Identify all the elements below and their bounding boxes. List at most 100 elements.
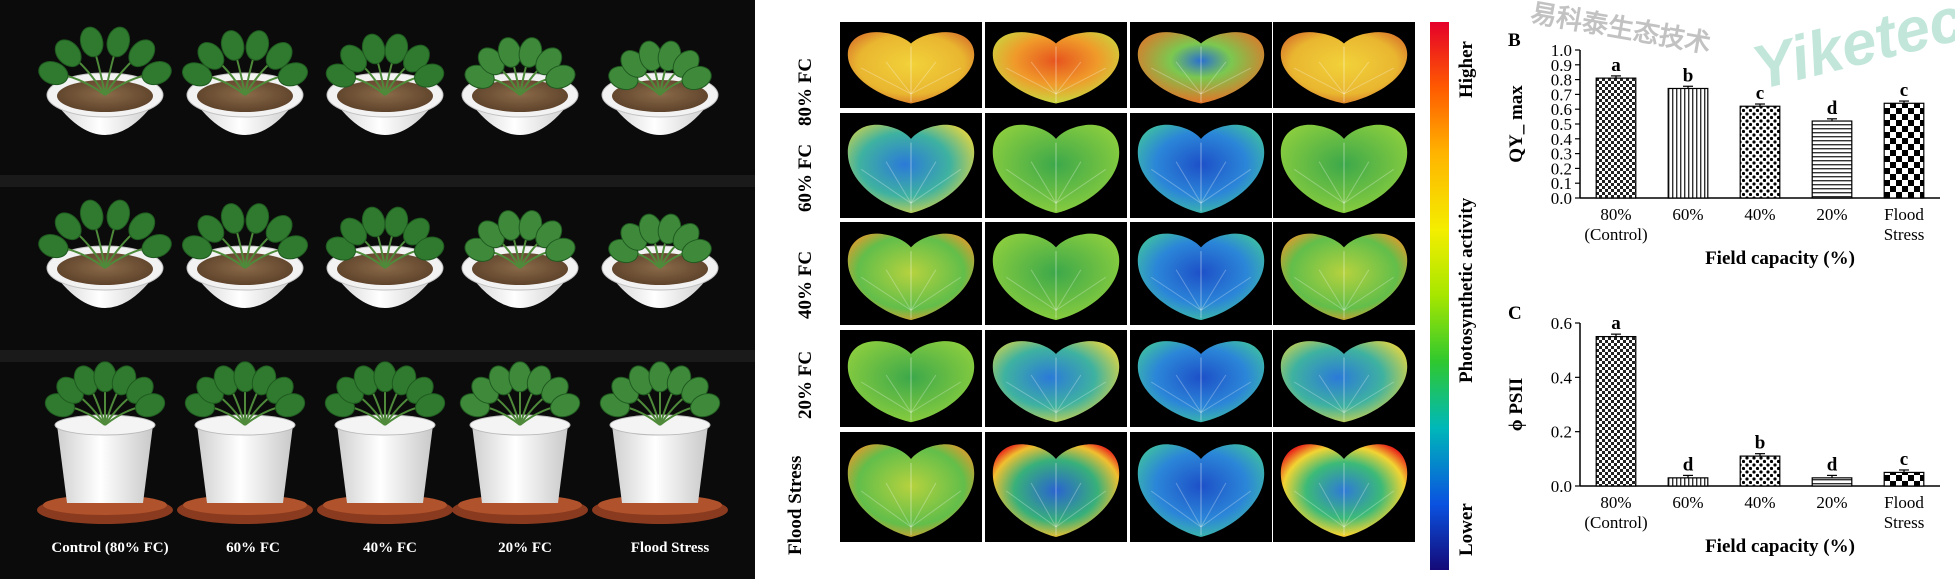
significance-letter: c bbox=[1756, 83, 1764, 104]
significance-letter: b bbox=[1683, 65, 1694, 86]
row-label-flood: Flood Stress bbox=[785, 455, 806, 555]
leaf-image bbox=[985, 222, 1127, 325]
pot-label-flood: Flood Stress bbox=[630, 540, 710, 556]
pot-label-20: 20% FC bbox=[498, 540, 552, 556]
leaf-image bbox=[1130, 432, 1272, 542]
pot-label-60: 60% FC bbox=[226, 540, 280, 556]
pot-plant bbox=[177, 361, 313, 524]
x-tick-label: (Control) bbox=[1584, 513, 1647, 532]
pot-plant bbox=[325, 33, 445, 135]
y-tick-label: 0.4 bbox=[1551, 368, 1573, 387]
significance-letter: c bbox=[1900, 80, 1908, 101]
pot-plant bbox=[592, 361, 728, 524]
col-label-qymax: QY_max bbox=[871, 540, 945, 561]
bar bbox=[1595, 77, 1637, 199]
y-tick-label: 0.6 bbox=[1551, 314, 1572, 333]
pot-plant bbox=[601, 213, 719, 308]
panel-label: C bbox=[1508, 303, 1522, 324]
y-axis-label: QY_ max bbox=[1506, 85, 1527, 163]
x-tick-label: 60% bbox=[1672, 205, 1703, 224]
leaf-image bbox=[840, 330, 982, 427]
colorbar bbox=[1430, 22, 1449, 570]
y-tick-label: 0.2 bbox=[1551, 423, 1572, 442]
y-tick-label: 0.2 bbox=[1551, 159, 1572, 178]
pot-plant bbox=[317, 361, 453, 524]
x-tick-label: 60% bbox=[1672, 493, 1703, 512]
leaf-image bbox=[1273, 22, 1415, 108]
pot-plant bbox=[452, 361, 588, 524]
leaf-image bbox=[1130, 330, 1272, 427]
x-tick-label: (Control) bbox=[1584, 225, 1647, 244]
x-tick-label: 80% bbox=[1600, 493, 1631, 512]
colorbar-title: Photosynthetic activity bbox=[1456, 197, 1477, 383]
leaf-image bbox=[985, 113, 1127, 218]
row-label-60: 60% FC bbox=[795, 143, 816, 213]
bar bbox=[1883, 102, 1925, 199]
y-axis-label: ϕ PSII bbox=[1506, 378, 1527, 432]
significance-letter: a bbox=[1611, 55, 1621, 76]
leaf-image bbox=[1273, 330, 1415, 427]
colorbar-bottom-label: Lower bbox=[1456, 503, 1477, 557]
x-tick-label: Flood bbox=[1884, 205, 1924, 224]
pot-label-40: 40% FC bbox=[363, 540, 417, 556]
leaf-image bbox=[985, 330, 1127, 427]
leaf-image bbox=[840, 222, 982, 325]
pot-plant bbox=[461, 37, 579, 135]
bar bbox=[1883, 471, 1925, 487]
y-tick-label: 0.6 bbox=[1551, 100, 1572, 119]
y-tick-label: 0.0 bbox=[1551, 477, 1572, 496]
y-tick-label: 0.1 bbox=[1551, 174, 1572, 193]
y-tick-label: 0.7 bbox=[1551, 85, 1573, 104]
pot-plant bbox=[325, 206, 445, 308]
x-axis-label: Field capacity (%) bbox=[1705, 536, 1855, 557]
significance-letter: d bbox=[1683, 454, 1694, 475]
bar bbox=[1739, 105, 1781, 199]
leaf-image bbox=[1130, 113, 1272, 218]
leaf-image bbox=[840, 432, 982, 542]
col-label-npq: NPQ bbox=[1179, 540, 1221, 561]
y-tick-label: 0.8 bbox=[1551, 71, 1572, 90]
pot-plant bbox=[38, 199, 172, 308]
row-label-40: 40% FC bbox=[795, 250, 816, 320]
leaf-image bbox=[985, 432, 1127, 542]
y-tick-label: 0.5 bbox=[1551, 115, 1572, 134]
x-tick-label: Flood bbox=[1884, 493, 1924, 512]
leaf-image bbox=[985, 22, 1127, 108]
bar bbox=[1811, 477, 1853, 487]
chart-qy-max: B 0.00.10.20.30.40.50.60.70.80.91.0 QY_ ma… bbox=[1506, 30, 1940, 269]
bar bbox=[1667, 477, 1709, 487]
x-tick-label: 20% bbox=[1816, 205, 1847, 224]
row-label-20: 20% FC bbox=[795, 350, 816, 420]
leaf-image bbox=[1130, 22, 1272, 108]
chart-phi-psii: C 0.0 0.2 0.4 0.6 ϕ PSII a 80%(Control) d 60% b 40%… bbox=[1506, 303, 1940, 557]
bar bbox=[1595, 335, 1637, 487]
pot-plant bbox=[461, 210, 579, 308]
pot-label-control: Control (80% FC) bbox=[51, 540, 169, 556]
x-tick-label: 40% bbox=[1744, 493, 1775, 512]
bar bbox=[1667, 87, 1709, 199]
y-tick-label: 0.0 bbox=[1551, 189, 1572, 208]
y-tick-label: 0.9 bbox=[1551, 56, 1572, 75]
y-tick-label: 0.3 bbox=[1551, 145, 1572, 164]
bar bbox=[1811, 120, 1853, 199]
leaf-image bbox=[1273, 113, 1415, 218]
x-tick-label: Stress bbox=[1884, 225, 1925, 244]
pot-plant bbox=[181, 203, 309, 308]
plant-photo-panel bbox=[0, 0, 755, 579]
leaf-image bbox=[1273, 222, 1415, 325]
row-label-80: 80% FC bbox=[795, 57, 816, 127]
bar bbox=[1739, 455, 1781, 487]
pot-plant bbox=[181, 30, 309, 135]
pot-plant bbox=[601, 40, 719, 135]
x-tick-label: 80% bbox=[1600, 205, 1631, 224]
leaf-image bbox=[840, 113, 982, 218]
x-tick-label: Stress bbox=[1884, 513, 1925, 532]
col-label-qp: qP bbox=[1333, 540, 1357, 561]
y-tick-label: 1.0 bbox=[1551, 41, 1572, 60]
leaf-image bbox=[1130, 222, 1272, 325]
pot-plant bbox=[37, 361, 173, 524]
panel-label: B bbox=[1508, 30, 1521, 51]
significance-letter: d bbox=[1827, 454, 1838, 475]
x-tick-label: 20% bbox=[1816, 493, 1847, 512]
